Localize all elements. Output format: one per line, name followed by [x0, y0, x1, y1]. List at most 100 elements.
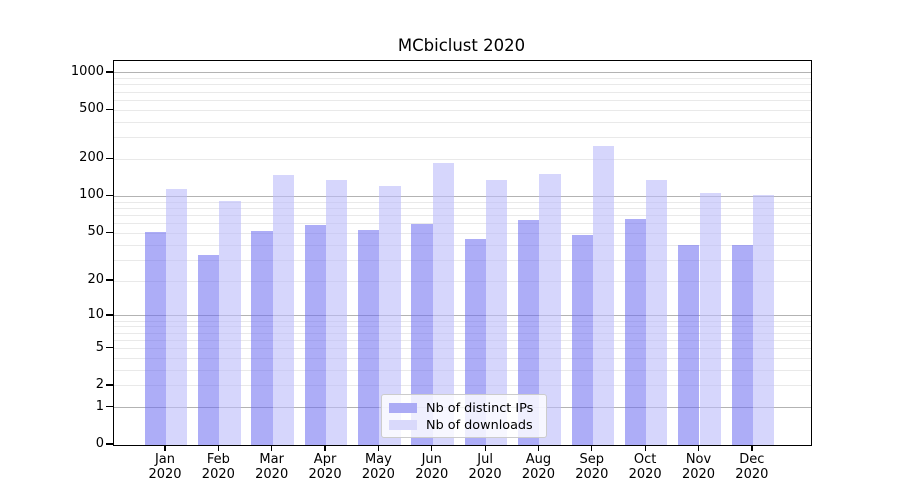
x-tick-mark-jun — [431, 445, 433, 451]
x-tick-mark-aug — [537, 445, 540, 451]
x-tick-month: Nov — [685, 452, 712, 467]
x-tick-label-may: May 2020 — [338, 452, 418, 482]
x-tick-month: Apr — [313, 452, 337, 467]
x-tick-year: 2020 — [521, 467, 555, 482]
gridline-minor-700 — [114, 91, 811, 93]
gridline-minor-500 — [114, 109, 811, 111]
bar-downloads-jan — [166, 189, 188, 445]
gridline-major-1000 — [114, 72, 811, 74]
x-tick-mark-mar — [271, 445, 273, 451]
x-tick-label-nov: Nov 2020 — [659, 452, 739, 482]
x-tick-year: 2020 — [681, 467, 716, 482]
x-tick-year: 2020 — [468, 467, 502, 482]
x-tick-year: 2020 — [201, 467, 235, 482]
bar-distinct-ips-mar — [251, 231, 273, 445]
x-tick-month: Aug — [525, 452, 552, 467]
chart-title: MCbiclust 2020 — [397, 36, 526, 55]
y-tick-mark-200 — [106, 157, 113, 160]
x-tick-label-aug: Aug 2020 — [498, 452, 578, 482]
gridline-minor-900 — [114, 78, 811, 80]
gridline-minor-9 — [114, 320, 811, 322]
y-tick-label-10: 10 — [87, 306, 104, 322]
x-tick-label-mar: Mar 2020 — [232, 452, 312, 482]
y-tick-mark-5 — [106, 346, 113, 349]
gridline-minor-70 — [114, 214, 811, 216]
bar-downloads-jul — [486, 180, 508, 445]
bar-distinct-ips-jul — [464, 238, 487, 445]
legend-item-distinct-ips: Nb of distinct IPs — [389, 400, 546, 416]
x-tick-month: Jul — [477, 452, 493, 467]
y-tick-label-200: 200 — [79, 150, 104, 166]
bar-distinct-ips-aug — [518, 220, 540, 445]
y-tick-mark-0 — [106, 443, 113, 445]
bar-downloads-jun — [432, 163, 455, 445]
x-tick-year: 2020 — [148, 467, 182, 482]
gridline-minor-2 — [114, 385, 811, 387]
y-tick-label-50: 50 — [87, 224, 104, 240]
bar-distinct-ips-may — [358, 230, 380, 445]
x-tick-year: 2020 — [415, 467, 449, 482]
y-tick-label-20: 20 — [87, 272, 104, 288]
y-tick-label-500: 500 — [79, 101, 104, 117]
x-tick-month: Oct — [633, 452, 657, 467]
gridline-minor-4 — [114, 357, 811, 359]
legend-item-downloads: Nb of downloads — [389, 417, 546, 433]
x-tick-year: 2020 — [361, 467, 395, 482]
x-tick-month: Dec — [739, 452, 765, 467]
bar-distinct-ips-dec — [731, 245, 753, 445]
y-tick-label-100: 100 — [79, 187, 104, 203]
y-tick-mark-2 — [106, 384, 113, 386]
bar-distinct-ips-sep — [571, 235, 593, 445]
x-tick-mark-nov — [697, 445, 700, 451]
bar-distinct-ips-nov — [678, 245, 700, 445]
x-tick-mark-jul — [484, 445, 486, 451]
gridline-minor-20 — [114, 280, 811, 282]
gridline-minor-7 — [114, 332, 811, 334]
gridline-minor-5 — [114, 348, 811, 349]
bar-downloads-dec — [752, 194, 775, 445]
x-tick-month: Feb — [206, 452, 230, 467]
gridline-minor-8 — [114, 326, 811, 328]
x-tick-label-jan: Jan 2020 — [125, 452, 205, 482]
bar-downloads-mar — [272, 174, 294, 445]
x-tick-mark-oct — [644, 445, 646, 451]
bar-distinct-ips-oct — [624, 219, 647, 445]
x-tick-label-dec: Dec 2020 — [712, 452, 792, 482]
gridline-minor-50 — [114, 232, 811, 234]
x-tick-year: 2020 — [628, 467, 662, 482]
y-tick-mark-1000 — [106, 71, 113, 73]
x-tick-year: 2020 — [255, 467, 289, 482]
x-tick-mark-jan — [164, 445, 166, 451]
gridline-major-100 — [114, 195, 811, 197]
y-tick-label-2: 2 — [95, 376, 104, 392]
gridline-minor-80 — [114, 207, 811, 209]
gridline-minor-600 — [114, 99, 811, 101]
gridline-minor-6 — [114, 339, 811, 341]
gridline-minor-40 — [114, 244, 811, 246]
legend-swatch-distinct-ips — [389, 403, 417, 413]
gridline-major-10 — [114, 315, 811, 317]
y-tick-label-0: 0 — [95, 436, 104, 451]
y-tick-label-1000: 1000 — [70, 63, 104, 79]
legend-label-downloads: Nb of downloads — [426, 417, 533, 433]
x-tick-year: 2020 — [575, 467, 609, 482]
x-tick-mark-dec — [751, 445, 753, 451]
x-tick-mark-apr — [324, 445, 326, 451]
y-tick-mark-10 — [106, 314, 113, 316]
gridline-minor-30 — [114, 259, 811, 261]
x-tick-year: 2020 — [735, 467, 769, 482]
x-tick-label-jul: Jul 2020 — [445, 452, 525, 482]
bar-downloads-apr — [326, 180, 348, 445]
gridline-minor-60 — [114, 223, 811, 225]
bar-downloads-may — [379, 185, 401, 445]
x-tick-mark-may — [377, 445, 380, 451]
x-tick-mark-feb — [217, 445, 220, 451]
y-tick-mark-500 — [106, 108, 113, 110]
y-tick-mark-1 — [106, 406, 113, 408]
bar-distinct-ips-jan — [144, 232, 166, 445]
x-tick-month: Mar — [259, 452, 284, 467]
legend: Nb of distinct IPs Nb of downloads — [381, 394, 547, 438]
bar-distinct-ips-apr — [304, 225, 327, 445]
bar-distinct-ips-feb — [198, 255, 220, 445]
